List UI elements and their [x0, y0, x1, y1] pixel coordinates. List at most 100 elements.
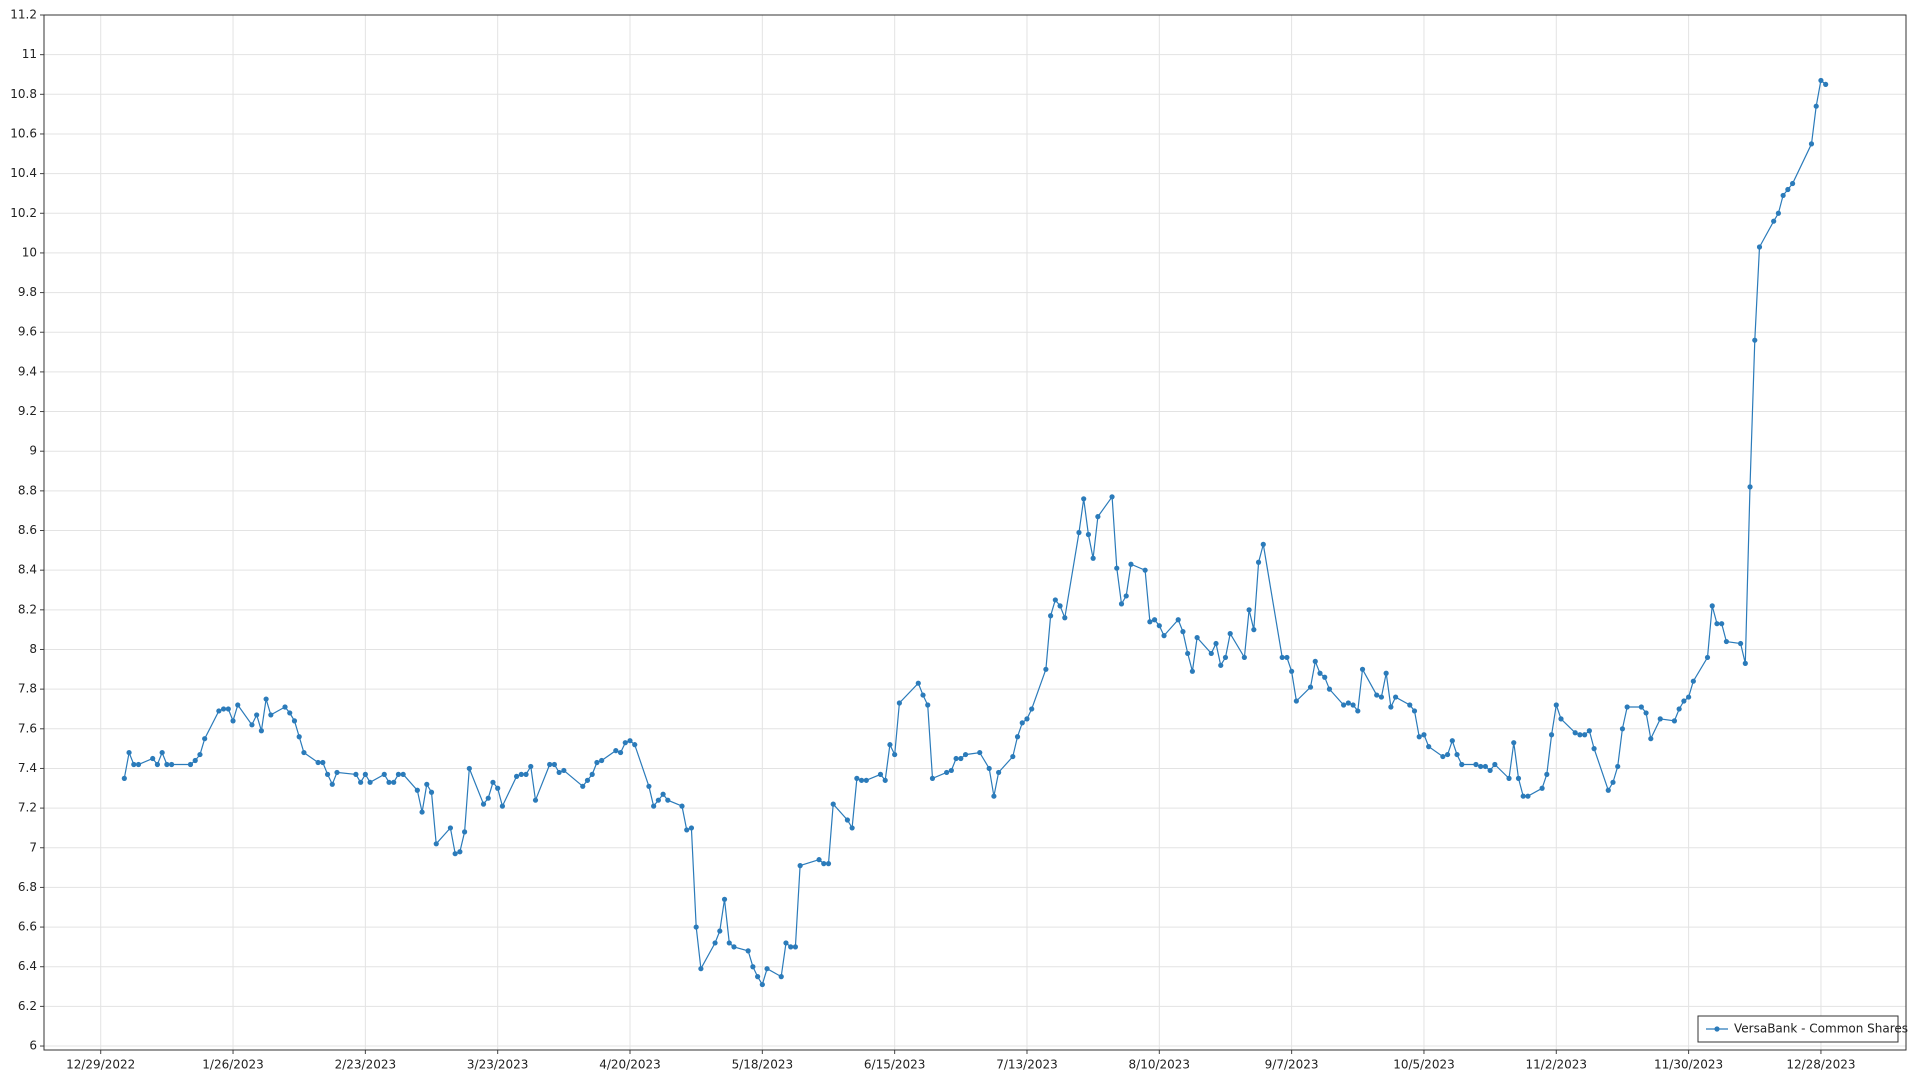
- point: [764, 966, 770, 972]
- y-tick-label: 9.6: [18, 325, 37, 339]
- point: [419, 809, 425, 815]
- y-tick-label: 6: [29, 1039, 37, 1053]
- plot-frame: [43, 14, 1907, 1051]
- point: [1638, 704, 1644, 710]
- y-tick-label: 8: [29, 642, 37, 656]
- point: [584, 777, 591, 783]
- point: [684, 827, 690, 833]
- point: [1043, 666, 1049, 672]
- point: [1789, 180, 1796, 187]
- point: [1175, 617, 1181, 623]
- point: [745, 948, 751, 954]
- point: [528, 763, 534, 770]
- point: [882, 777, 888, 783]
- point: [759, 981, 765, 988]
- point: [1142, 567, 1148, 573]
- point: [920, 692, 926, 698]
- x-tick-label: 2/23/2023: [335, 1058, 397, 1072]
- point: [1048, 613, 1054, 619]
- point: [1454, 751, 1460, 758]
- point: [315, 759, 321, 766]
- line: [123, 79, 1827, 987]
- point: [892, 751, 898, 758]
- y-tick-label: 10.6: [10, 126, 37, 140]
- point: [457, 849, 463, 855]
- point: [1648, 736, 1654, 742]
- point: [235, 702, 241, 708]
- x-tick-label: 12/28/2023: [1786, 1058, 1855, 1072]
- point: [1019, 720, 1025, 726]
- point: [1062, 615, 1068, 621]
- point: [367, 779, 373, 785]
- point: [1671, 718, 1678, 724]
- point: [854, 775, 860, 781]
- point: [490, 779, 496, 785]
- point: [1341, 702, 1347, 708]
- x-tick-label: 7/13/2023: [996, 1058, 1058, 1072]
- point: [513, 773, 520, 779]
- point: [1213, 640, 1219, 647]
- point: [1444, 751, 1451, 758]
- point: [1024, 716, 1030, 722]
- y-tick-label: 10.2: [10, 206, 37, 220]
- point: [1775, 210, 1782, 216]
- point: [424, 781, 430, 787]
- point: [1459, 761, 1465, 768]
- y-tick-label: 7.2: [18, 801, 37, 815]
- point: [334, 769, 340, 776]
- point: [996, 769, 1002, 776]
- point: [495, 785, 501, 791]
- point: [1520, 793, 1526, 799]
- point: [168, 761, 175, 768]
- point: [400, 771, 406, 777]
- point: [1241, 654, 1247, 661]
- point: [991, 793, 997, 799]
- point: [1771, 218, 1777, 224]
- point: [655, 797, 661, 803]
- y-tick-label: 7.8: [18, 682, 37, 696]
- x-tick-label: 12/29/2022: [66, 1058, 135, 1072]
- point: [1544, 771, 1550, 777]
- point: [1156, 623, 1162, 629]
- point: [135, 761, 142, 768]
- y-tick-label: 10.4: [10, 166, 37, 180]
- point: [1709, 603, 1715, 609]
- point: [844, 817, 851, 823]
- point: [480, 801, 487, 807]
- point: [1147, 619, 1153, 625]
- point: [1426, 744, 1432, 750]
- y-tick-label: 6.4: [18, 959, 37, 973]
- point: [797, 863, 803, 869]
- point: [547, 761, 553, 768]
- point: [362, 771, 368, 777]
- point: [925, 702, 931, 708]
- point: [1118, 601, 1125, 607]
- point: [1586, 728, 1592, 734]
- point: [944, 769, 950, 776]
- legend: VersaBank - Common Shares: [1697, 1015, 1908, 1043]
- point: [594, 759, 600, 766]
- y-tick-label: 10.8: [10, 87, 37, 101]
- point: [187, 761, 194, 768]
- point: [613, 748, 619, 754]
- point: [121, 775, 127, 781]
- point: [1293, 698, 1299, 704]
- point: [1284, 654, 1290, 661]
- point: [1180, 629, 1186, 635]
- point: [948, 767, 954, 774]
- point: [1676, 706, 1682, 712]
- point: [1218, 662, 1224, 668]
- point: [1818, 77, 1824, 84]
- point: [1719, 621, 1725, 627]
- point: [1492, 761, 1498, 768]
- point: [1407, 702, 1413, 708]
- point: [717, 928, 723, 934]
- point: [353, 771, 359, 777]
- point: [977, 749, 983, 756]
- x-tick-label: 9/7/2023: [1265, 1058, 1319, 1072]
- point: [1615, 763, 1621, 770]
- point: [599, 757, 605, 764]
- point: [1289, 668, 1295, 674]
- point: [1189, 668, 1195, 674]
